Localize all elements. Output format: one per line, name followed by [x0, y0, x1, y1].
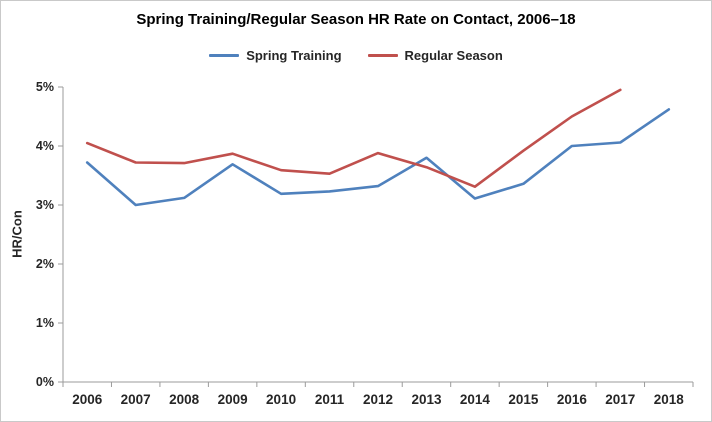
x-tick-label: 2008	[169, 392, 200, 407]
x-tick-label: 2016	[557, 392, 588, 407]
x-tick-label: 2009	[218, 392, 248, 407]
y-tick-label: 4%	[36, 139, 54, 153]
y-tick-label: 1%	[36, 316, 54, 330]
legend-swatch-spring-training	[209, 54, 240, 57]
legend-item-spring-training[interactable]: Spring Training	[209, 48, 342, 63]
x-tick-label: 2007	[121, 392, 151, 407]
legend: Spring Training Regular Season	[1, 48, 711, 63]
y-tick-label: 5%	[36, 80, 54, 94]
series-line-regular-season	[85, 88, 622, 188]
x-tick-label: 2010	[266, 392, 296, 407]
x-tick-label: 2012	[363, 392, 393, 407]
y-tick-label: 2%	[36, 257, 54, 271]
x-tick-label: 2011	[315, 392, 345, 407]
series-line-spring-training	[85, 108, 671, 207]
legend-label: Spring Training	[246, 48, 342, 63]
x-tick-label: 2013	[411, 392, 442, 407]
x-tick-label: 2017	[605, 392, 635, 407]
x-tick-label: 2018	[654, 392, 685, 407]
y-tick-label: 3%	[36, 198, 54, 212]
x-tick-label: 2014	[460, 392, 491, 407]
legend-item-regular-season[interactable]: Regular Season	[367, 48, 503, 63]
y-tick-label: 0%	[36, 375, 54, 389]
chart-title: Spring Training/Regular Season HR Rate o…	[136, 11, 576, 28]
x-tick-label: 2006	[72, 392, 103, 407]
x-tick-label: 2015	[508, 392, 539, 407]
legend-swatch-regular-season	[367, 54, 398, 57]
legend-label: Regular Season	[404, 48, 503, 63]
